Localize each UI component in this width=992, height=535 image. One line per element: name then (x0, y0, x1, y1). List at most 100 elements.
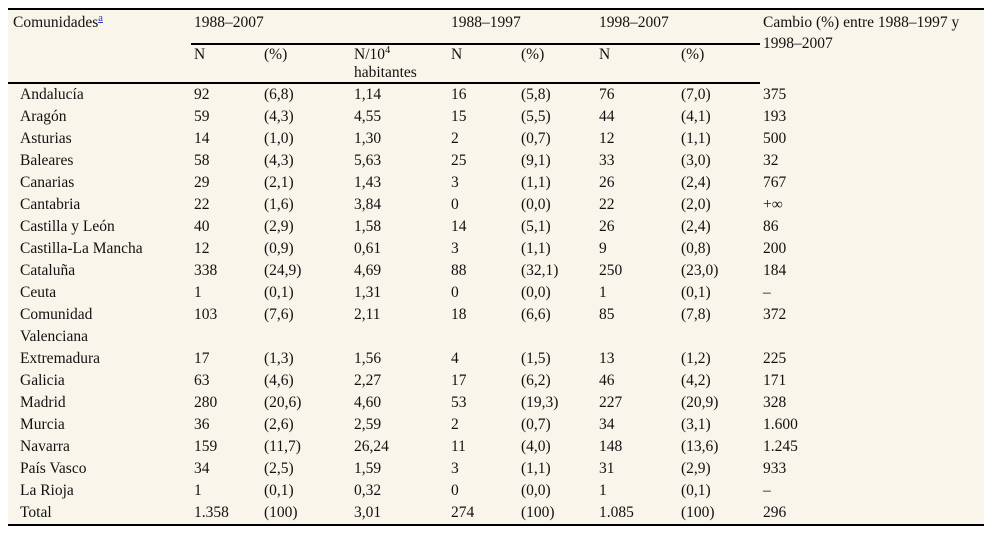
cell-pct-1988-1997: (6,2) (521, 372, 551, 389)
cell-pct-total: (4,3) (264, 108, 294, 125)
table-row: Canarias 29 (2,1) 1,43 3 (1,1) 26 (2,4) … (8, 172, 984, 194)
community-name: Aragón (20, 108, 67, 125)
cell-rate-per-10k: 4,55 (354, 108, 382, 125)
cell-pct-total: (4,6) (264, 372, 294, 389)
cell-pct-1998-2007: (2,9) (681, 460, 711, 477)
cell-pct-1998-2007: (7,0) (681, 86, 711, 103)
cell-pct-1988-1997: (0,7) (521, 130, 551, 147)
cell-n-1988-1997: 0 (451, 482, 459, 499)
cell-n-total: 1.358 (194, 504, 229, 521)
header-pct-1988-1997: (%) (518, 45, 596, 84)
community-name-cell: Murcia (8, 414, 191, 436)
cell-n-1988-1997: 15 (451, 108, 467, 125)
cell-n-1988-1997: 3 (451, 460, 459, 477)
cell-cambio: 375 (763, 86, 787, 103)
cell-cambio: 328 (763, 394, 787, 411)
community-name: Extremadura (20, 350, 101, 367)
table-row: Andalucía 92 (6,8) 1,14 16 (5,8) 76 (7,0… (8, 84, 984, 106)
cell-pct-1988-1997: (0,7) (521, 416, 551, 433)
table-row: La Rioja 1 (0,1) 0,32 0 (0,0) 1 (0,1) – (8, 480, 984, 502)
cell-pct-1998-2007: (23,0) (681, 262, 719, 279)
cell-n-total: 63 (194, 372, 210, 389)
cell-pct-1988-1997: (32,1) (521, 262, 559, 279)
cell-cambio: 767 (763, 174, 787, 191)
cell-n-1998-2007: 1.085 (599, 504, 634, 521)
cell-pct-total: (1,3) (264, 350, 294, 367)
cell-n-1988-1997: 25 (451, 152, 467, 169)
cell-pct-1998-2007: (3,1) (681, 416, 711, 433)
cell-pct-1988-1997: (5,5) (521, 108, 551, 125)
cell-n-1998-2007: 13 (599, 350, 615, 367)
cell-n-1998-2007: 1 (599, 482, 607, 499)
community-name-cell: La Rioja (8, 480, 191, 502)
cell-n-1998-2007: 46 (599, 372, 615, 389)
cell-pct-1998-2007: (2,4) (681, 174, 711, 191)
cell-cambio: 1.600 (763, 416, 798, 433)
cell-rate-per-10k: 4,69 (354, 262, 382, 279)
cell-pct-1988-1997: (0,0) (521, 196, 551, 213)
cell-cambio: 171 (763, 372, 787, 389)
cell-pct-total: (100) (264, 504, 298, 521)
cell-pct-1998-2007: (20,9) (681, 394, 719, 411)
table-body: Andalucía 92 (6,8) 1,14 16 (5,8) 76 (7,0… (8, 84, 984, 524)
community-name-cell: Ceuta (8, 282, 191, 304)
cell-n-total: 58 (194, 152, 210, 169)
cell-n-1998-2007: 31 (599, 460, 615, 477)
cell-cambio: 32 (763, 152, 779, 169)
cell-pct-total: (6,8) (264, 86, 294, 103)
cell-cambio: 193 (763, 108, 787, 125)
cell-rate-per-10k: 1,30 (354, 130, 382, 147)
cell-n-total: 36 (194, 416, 210, 433)
community-name: Total (20, 504, 52, 521)
cell-pct-1988-1997: (4,0) (521, 438, 551, 455)
community-name-cell: Madrid (8, 392, 191, 414)
cell-rate-per-10k: 5,63 (354, 152, 382, 169)
header-period-1998-2007: 1998–2007 (596, 10, 760, 45)
cell-rate-per-10k: 3,84 (354, 196, 382, 213)
cell-n-total: 1 (194, 482, 202, 499)
cell-n-1988-1997: 274 (451, 504, 475, 521)
cell-pct-total: (2,1) (264, 174, 294, 191)
header-period-1988-2007: 1988–2007 (191, 10, 448, 45)
cell-pct-1998-2007: (2,0) (681, 196, 711, 213)
community-name-cell: Cataluña (8, 260, 191, 282)
cell-pct-1998-2007: (1,2) (681, 350, 711, 367)
cell-pct-1998-2007: (4,1) (681, 108, 711, 125)
cell-pct-1988-1997: (0,0) (521, 284, 551, 301)
community-name-cell: Cantabria (8, 194, 191, 216)
cell-rate-per-10k: 2,59 (354, 416, 382, 433)
table-row: Galicia 63 (4,6) 2,27 17 (6,2) 46 (4,2) … (8, 370, 984, 392)
cell-pct-total: (0,9) (264, 240, 294, 257)
cell-n-1988-1997: 0 (451, 284, 459, 301)
table-row: Cantabria 22 (1,6) 3,84 0 (0,0) 22 (2,0)… (8, 194, 984, 216)
header-cambio: Cambio (%) entre 1988–1997 y 1998–2007 (763, 14, 960, 52)
community-name: Cataluña (20, 262, 76, 279)
cell-n-1998-2007: 227 (599, 394, 623, 411)
cell-pct-1988-1997: (100) (521, 504, 555, 521)
community-name-cell: Comunidad Valenciana (8, 304, 191, 348)
cell-n-1988-1997: 88 (451, 262, 467, 279)
cell-n-1998-2007: 44 (599, 108, 615, 125)
community-name-cell: Castilla y León (8, 216, 191, 238)
cell-n-1988-1997: 0 (451, 196, 459, 213)
cell-n-1988-1997: 53 (451, 394, 467, 411)
cell-pct-1988-1997: (0,0) (521, 482, 551, 499)
cell-n-1998-2007: 34 (599, 416, 615, 433)
cell-n-total: 34 (194, 460, 210, 477)
community-name: Murcia (20, 416, 65, 433)
community-name: Canarias (20, 174, 75, 191)
cell-n-total: 17 (194, 350, 210, 367)
cell-rate-per-10k: 1,31 (354, 284, 382, 301)
cell-pct-1998-2007: (0,8) (681, 240, 711, 257)
cell-rate-per-10k: 2,27 (354, 372, 382, 389)
cell-rate-per-10k: 1,43 (354, 174, 382, 191)
cell-pct-total: (24,9) (264, 262, 302, 279)
cell-n-total: 1 (194, 284, 202, 301)
communities-incidence-table: Comunidadesa 1988–2007 1988–1997 1998–20… (8, 8, 984, 526)
cell-pct-1998-2007: (13,6) (681, 438, 719, 455)
header-pct-total: (%) (261, 45, 351, 84)
cell-n-total: 338 (194, 262, 218, 279)
cell-n-1988-1997: 4 (451, 350, 459, 367)
footnote-a-link[interactable]: a (98, 12, 103, 24)
